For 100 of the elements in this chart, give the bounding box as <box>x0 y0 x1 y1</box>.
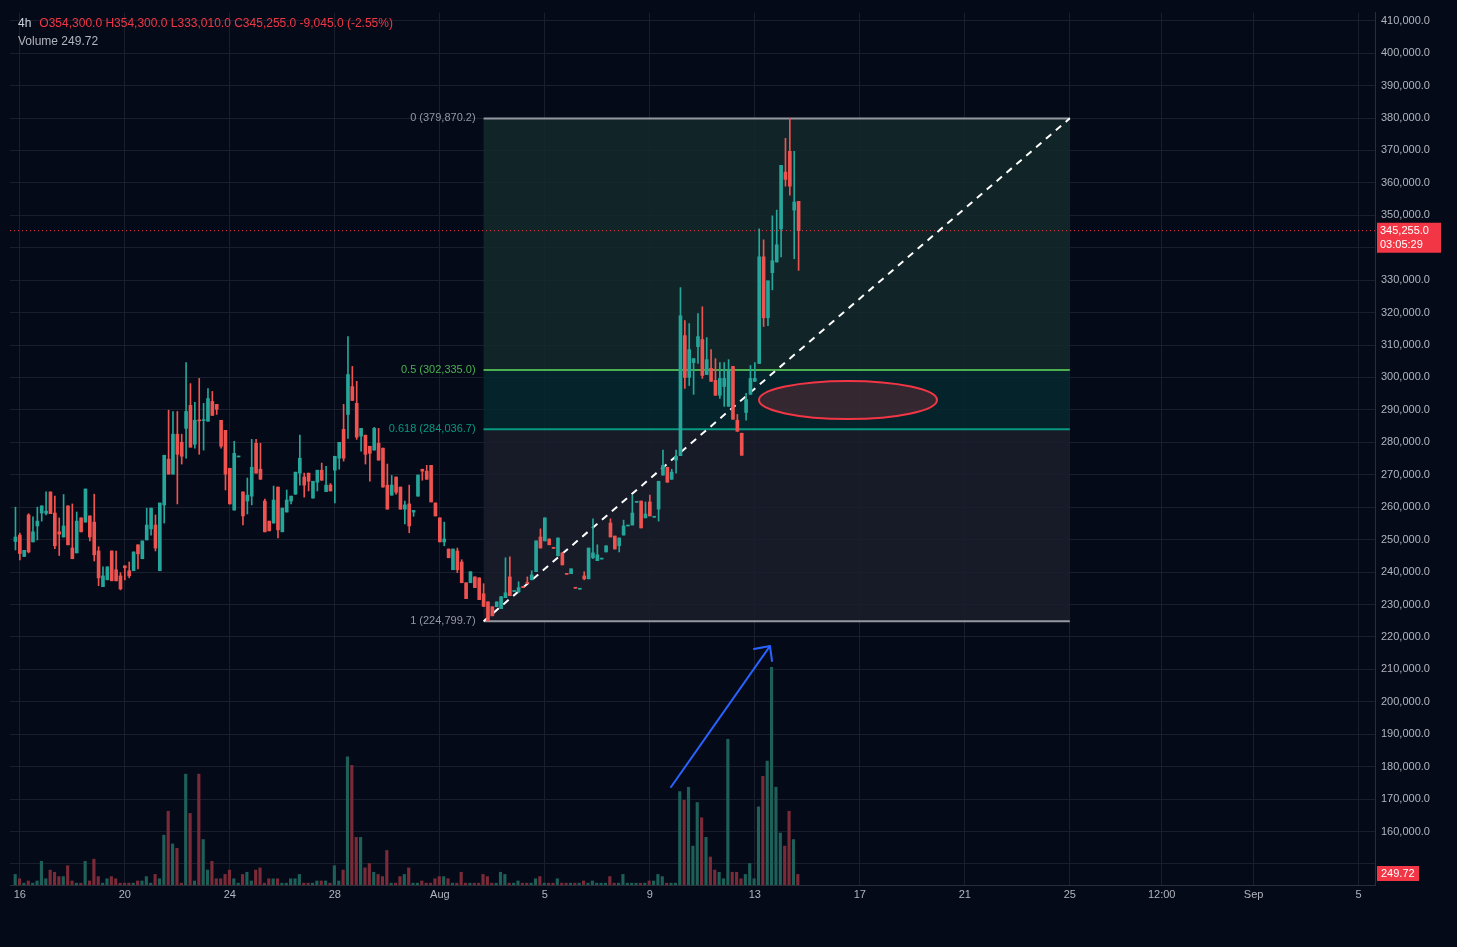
x-tick-label: 5 <box>1355 887 1362 900</box>
y-tick-label: 220,000.0 <box>1381 629 1430 642</box>
y-tick-label: 330,000.0 <box>1381 273 1430 286</box>
bar <box>398 876 402 885</box>
bar <box>96 876 101 885</box>
bar <box>687 786 691 885</box>
y-tick-label: 210,000.0 <box>1381 662 1430 675</box>
bar <box>538 876 542 885</box>
bar <box>770 667 774 885</box>
bar <box>350 765 354 885</box>
bar <box>188 813 192 885</box>
bar <box>175 847 179 885</box>
x-tick-label: 28 <box>328 887 341 900</box>
bar <box>551 882 555 885</box>
x-tick-label: 13 <box>748 887 761 900</box>
bar <box>22 882 26 885</box>
bar <box>341 869 345 885</box>
x-tick-label: Aug <box>430 887 450 900</box>
x-tick-label: Sep <box>1243 887 1264 900</box>
y-tick-label: 200,000.0 <box>1381 694 1430 707</box>
bar <box>608 876 612 885</box>
bar <box>704 837 708 885</box>
y-tick-label: 270,000.0 <box>1381 467 1430 480</box>
ref-line-label: 1 (224,799.7) <box>410 614 476 627</box>
bar <box>660 876 665 885</box>
bar <box>293 878 297 885</box>
y-tick-label: 350,000.0 <box>1381 208 1430 221</box>
ref-line-label: 345,255.0 03:05:29 <box>1380 223 1429 250</box>
y-tick-label: 280,000.0 <box>1381 435 1430 448</box>
bar <box>726 738 730 885</box>
bar <box>656 874 660 885</box>
ref-line-label: 0.5 (302,335.0) <box>400 362 476 375</box>
bar <box>271 878 275 885</box>
bar <box>197 773 201 885</box>
x-tick-label: 21 <box>958 887 971 900</box>
x-tick-label: 5 <box>541 887 548 900</box>
bar <box>92 858 96 885</box>
y-tick-label: 230,000.0 <box>1381 597 1430 610</box>
y-tick-label: 310,000.0 <box>1381 338 1430 351</box>
bar <box>140 880 144 885</box>
bar <box>83 861 87 885</box>
bar <box>669 882 673 885</box>
x-tick-label: 25 <box>1063 887 1076 900</box>
bar <box>201 839 206 885</box>
bar <box>787 810 791 885</box>
bar <box>403 874 407 885</box>
y-tick-label: 180,000.0 <box>1381 759 1430 772</box>
bar <box>407 867 411 885</box>
bar <box>354 837 359 885</box>
bar <box>110 876 114 885</box>
bar <box>254 869 258 885</box>
bar <box>442 876 446 885</box>
bar <box>333 865 337 885</box>
bar <box>223 874 227 885</box>
candlestick <box>722 362 727 407</box>
bar <box>757 806 761 885</box>
bar <box>700 817 704 885</box>
y-tick-label: 290,000.0 <box>1381 402 1430 415</box>
bar <box>328 882 332 885</box>
bar <box>18 878 22 885</box>
bar <box>761 776 765 885</box>
bar <box>57 876 61 885</box>
y-tick-label: 300,000.0 <box>1381 370 1430 383</box>
y-tick-label: 260,000.0 <box>1381 500 1430 513</box>
candlestick <box>442 521 447 547</box>
y-tick-label: 410,000.0 <box>1381 13 1430 26</box>
bar <box>61 876 66 885</box>
bar <box>516 880 520 885</box>
y-tick-label: 360,000.0 <box>1381 175 1430 188</box>
bar <box>695 802 700 885</box>
bar <box>241 874 245 885</box>
bar <box>599 882 603 885</box>
bar <box>359 837 363 885</box>
bar <box>634 882 638 885</box>
bar <box>13 874 18 885</box>
bar <box>709 856 713 885</box>
bar <box>210 861 214 885</box>
bar <box>289 878 293 885</box>
bar <box>735 871 739 885</box>
chart-title: 4h <box>18 16 32 30</box>
y-tick-label: 190,000.0 <box>1381 727 1430 740</box>
bar <box>678 791 682 885</box>
y-tick-label: 370,000.0 <box>1381 143 1430 156</box>
bar <box>792 839 796 885</box>
annotation: Volume 249.72 <box>18 34 99 48</box>
bar <box>682 799 686 885</box>
bar <box>258 867 262 885</box>
bar <box>446 878 450 885</box>
bar <box>53 871 57 885</box>
x-tick-label: 16 <box>13 887 26 900</box>
bar <box>232 878 236 885</box>
bar <box>66 865 70 885</box>
x-tick-label: 17 <box>853 887 866 900</box>
bar <box>621 874 625 885</box>
x-tick-label: 20 <box>118 887 131 900</box>
candlestick <box>792 151 797 260</box>
ref-line-label: 0 (379,870.2) <box>410 111 476 124</box>
bar <box>385 850 389 885</box>
y-tick-label: 250,000.0 <box>1381 532 1430 545</box>
bar <box>363 867 367 885</box>
